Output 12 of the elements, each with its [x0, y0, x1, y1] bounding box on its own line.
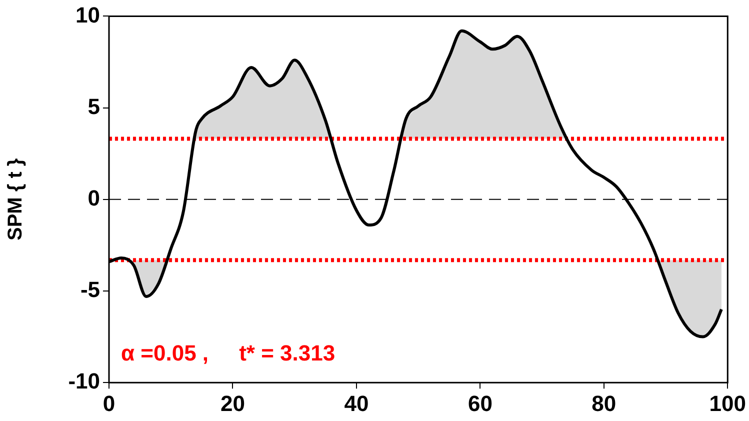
y-tick-label: -10 [68, 368, 100, 394]
y-tick-label: 10 [76, 2, 100, 28]
x-tick-label: 100 [709, 390, 746, 416]
x-tick-label: 40 [344, 390, 369, 416]
y-tick-label: 5 [88, 94, 100, 119]
x-tick-label: 80 [592, 390, 616, 416]
x-tick-label: 60 [468, 390, 492, 416]
y-tick-label: -5 [80, 277, 100, 302]
x-tick-label: 20 [220, 390, 245, 416]
annotation: α =0.05 , t* = 3.313 [121, 340, 336, 366]
y-axis-title: SPM { t } [4, 158, 27, 241]
y-tick-label: 0 [88, 185, 100, 210]
